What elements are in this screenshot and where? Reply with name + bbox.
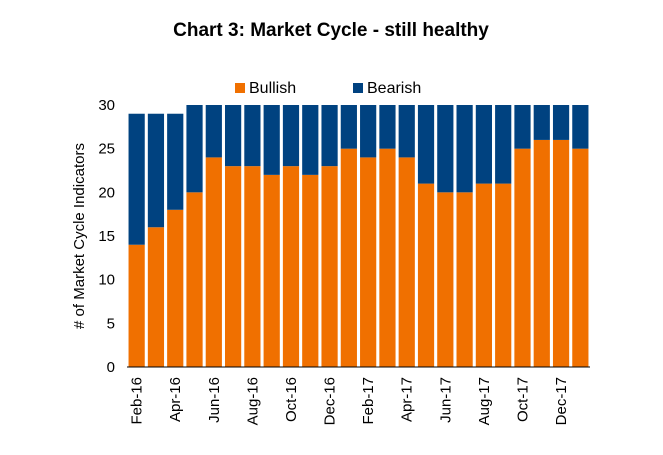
legend-swatch-bullish [235, 83, 245, 93]
bar-bearish-Aug-17 [475, 105, 492, 184]
x-tick-label: Aug-17 [476, 377, 493, 425]
y-tick-label: 20 [98, 184, 115, 201]
y-tick-label: 15 [98, 228, 115, 245]
bar-bearish-Oct-16 [282, 105, 300, 167]
bar-bearish-Feb-17 [360, 105, 377, 158]
x-tick-label: Oct-16 [283, 377, 300, 422]
x-tick-label: Apr-16 [167, 377, 184, 422]
bar-bearish-Apr-17 [398, 105, 415, 158]
y-tick-label: 0 [107, 359, 115, 376]
bar-bullish-Jan-18 [572, 148, 589, 367]
y-tick-label: 30 [98, 97, 115, 114]
bar-bullish-Sep-17 [495, 183, 512, 367]
bar-bullish-May-16 [186, 192, 203, 367]
bar-bearish-Dec-16 [321, 105, 338, 167]
y-axis-label: # of Market Cycle Indicators [71, 143, 88, 329]
bar-bullish-Sep-16 [263, 174, 280, 367]
x-tick-label: Apr-17 [399, 377, 416, 422]
bar-bearish-Jan-18 [572, 105, 589, 149]
legend-label-bullish: Bullish [249, 80, 296, 97]
bar-bearish-Nov-17 [533, 105, 550, 140]
legend-swatch-bearish [353, 83, 363, 93]
bar-bearish-Dec-17 [552, 105, 570, 140]
bar-bearish-Sep-16 [263, 105, 280, 175]
bars [128, 105, 589, 367]
x-tick-label: Dec-16 [322, 377, 339, 425]
x-tick-label: Feb-17 [360, 377, 377, 425]
bar-bearish-May-16 [186, 105, 203, 193]
bar-bearish-Jun-16 [205, 105, 222, 158]
bar-bullish-Jun-16 [205, 157, 222, 367]
bar-bullish-Nov-17 [533, 139, 550, 367]
bar-bearish-Oct-17 [514, 105, 531, 149]
bar-bullish-Aug-17 [475, 183, 492, 367]
legend: Bullish Bearish [235, 80, 421, 97]
bar-bullish-Mar-16 [147, 227, 165, 367]
bar-bullish-Jul-17 [456, 192, 473, 367]
bar-bearish-Jun-17 [437, 105, 454, 193]
x-tick-label: Jun-17 [437, 377, 454, 423]
bar-bullish-Dec-17 [552, 139, 570, 367]
bar-bullish-May-17 [417, 183, 435, 367]
bar-bullish-Jul-16 [225, 166, 242, 367]
bar-bearish-May-17 [417, 105, 435, 184]
chart-title: Chart 3: Market Cycle - still healthy [173, 20, 489, 41]
y-axis-ticks: 0 5 10 15 20 25 30 [98, 97, 115, 376]
bar-bullish-Feb-16 [128, 244, 145, 367]
bar-bearish-Apr-16 [167, 113, 184, 210]
bar-bearish-Nov-16 [302, 105, 319, 175]
bar-bullish-Aug-16 [244, 166, 261, 367]
x-tick-label: Aug-16 [244, 377, 261, 425]
x-tick-label: Jun-16 [206, 377, 223, 423]
bar-bullish-Apr-17 [398, 157, 415, 367]
bar-bearish-Sep-17 [495, 105, 512, 184]
bar-bullish-Oct-16 [282, 166, 300, 367]
x-tick-label: Oct-17 [514, 377, 531, 422]
y-tick-label: 25 [98, 141, 115, 158]
bar-bullish-Dec-16 [321, 166, 338, 367]
bar-bullish-Nov-16 [302, 174, 319, 367]
bar-bullish-Feb-17 [360, 157, 377, 367]
bar-bullish-Jun-17 [437, 192, 454, 367]
y-tick-label: 5 [107, 315, 115, 332]
bar-bearish-Jul-16 [225, 105, 242, 167]
bar-bearish-Jul-17 [456, 105, 473, 193]
bar-bullish-Mar-17 [379, 148, 396, 367]
bar-bearish-Mar-16 [147, 113, 165, 228]
bar-bearish-Jan-17 [340, 105, 357, 149]
bar-bullish-Apr-16 [167, 209, 184, 367]
y-tick-label: 10 [98, 272, 115, 289]
bar-bearish-Mar-17 [379, 105, 396, 149]
bar-bullish-Oct-17 [514, 148, 531, 367]
legend-label-bearish: Bearish [367, 80, 421, 97]
x-axis-ticks: Feb-16 Apr-16 Jun-16 Aug-16 Oct-16 Dec-16 Feb-… [129, 377, 570, 425]
x-tick-label: Feb-16 [129, 377, 146, 425]
bar-bearish-Aug-16 [244, 105, 261, 167]
x-tick-label: Dec-17 [553, 377, 570, 425]
bar-bullish-Jan-17 [340, 148, 357, 367]
bar-bearish-Feb-16 [128, 113, 145, 245]
